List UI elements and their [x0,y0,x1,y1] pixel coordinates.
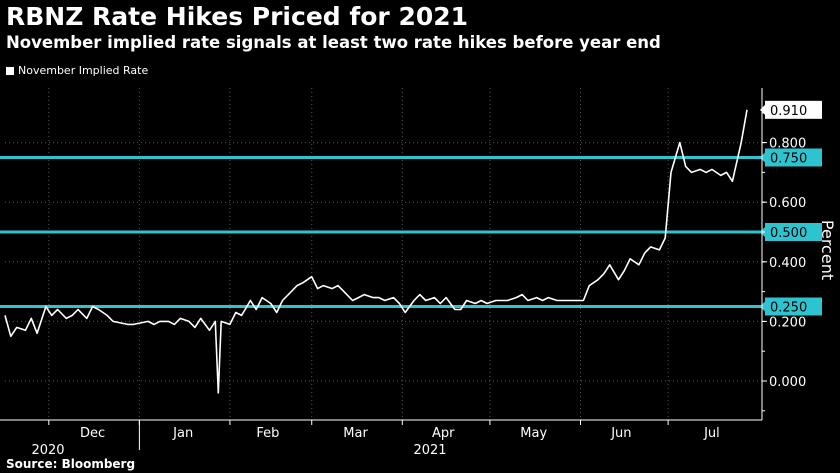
reference-value-box [765,148,822,167]
x-tick-label: Feb [256,426,279,441]
reference-value-box [765,297,822,316]
reference-value-pointer [760,300,766,313]
x-tick-label: Jul [703,426,720,441]
y-tick-label: 0.200 [769,315,806,330]
y-tick-label: 0.600 [769,196,806,211]
last-value-pointer [760,103,766,116]
reference-value-label: 0.250 [770,301,807,316]
last-value-box [765,100,822,119]
x-axis: Dec Jan Feb Mar Apr May Jun Jul 2020 2021 [0,419,762,458]
chart-subtitle: November implied rate signals at least t… [6,33,661,52]
source-note: Source: Bloomberg [6,457,136,471]
reference-value-label: 0.750 [770,152,807,167]
x-tick-label: Mar [343,426,368,441]
x-tick-label: May [520,426,547,441]
x-tick-label: Apr [432,426,455,441]
reference-lines-layer: 0.750 0.500 0.250 [0,148,822,316]
x-year-label: 2021 [413,443,446,458]
y-axis: 0.000 0.200 0.400 0.600 0.800 [761,88,806,420]
last-value-label: 0.910 [770,104,807,119]
y-tick-label: 0.800 [769,137,806,152]
legend-label: November Implied Rate [18,64,149,77]
reference-value-pointer [760,151,766,164]
y-axis-label: Percent [818,220,837,280]
x-year-label: 2020 [31,443,64,458]
series-line [4,109,748,394]
x-tick-label: Jun [610,426,631,441]
x-tick-label: Jan [172,426,193,441]
reference-value-box [765,223,822,241]
legend: November Implied Rate [6,64,148,77]
x-tick-label: Dec [80,426,105,441]
legend-swatch [6,66,14,75]
grid-layer [5,88,762,420]
chart-title: RBNZ Rate Hikes Priced for 2021 [6,2,469,31]
series-layer: 0.910 [4,100,822,394]
y-tick-label: 0.400 [769,256,806,271]
y-tick-label: 0.000 [769,375,806,390]
reference-value-label: 0.500 [770,226,807,241]
